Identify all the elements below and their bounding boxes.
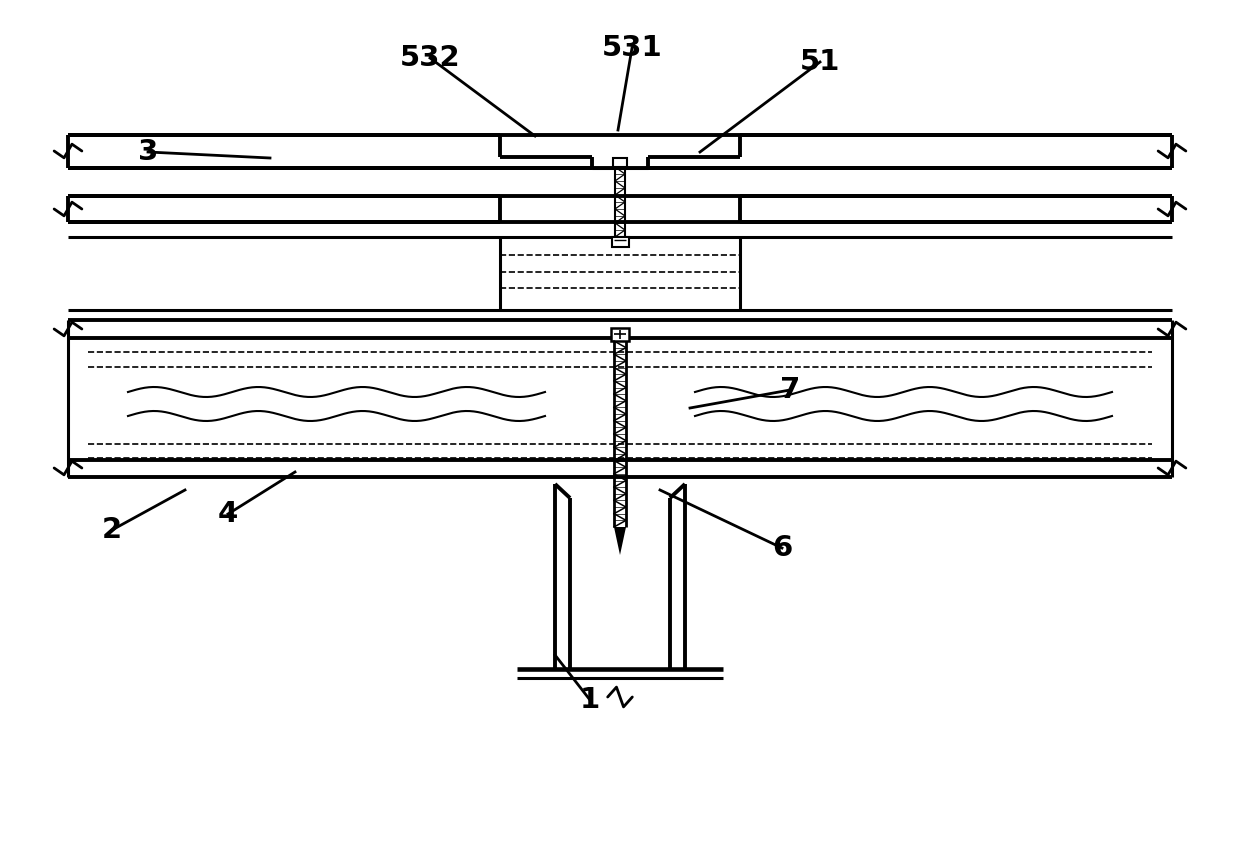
Text: 6: 6 xyxy=(771,534,792,562)
Text: 4: 4 xyxy=(218,500,238,528)
Text: 2: 2 xyxy=(102,516,122,544)
Text: 51: 51 xyxy=(800,48,841,76)
Bar xyxy=(613,237,629,247)
Bar xyxy=(611,328,629,341)
Bar xyxy=(613,158,627,167)
Polygon shape xyxy=(614,527,626,555)
Text: 3: 3 xyxy=(138,138,159,166)
Text: 7: 7 xyxy=(780,376,800,404)
Text: 1: 1 xyxy=(580,686,600,714)
Text: 532: 532 xyxy=(399,44,460,72)
Text: 531: 531 xyxy=(601,34,662,62)
